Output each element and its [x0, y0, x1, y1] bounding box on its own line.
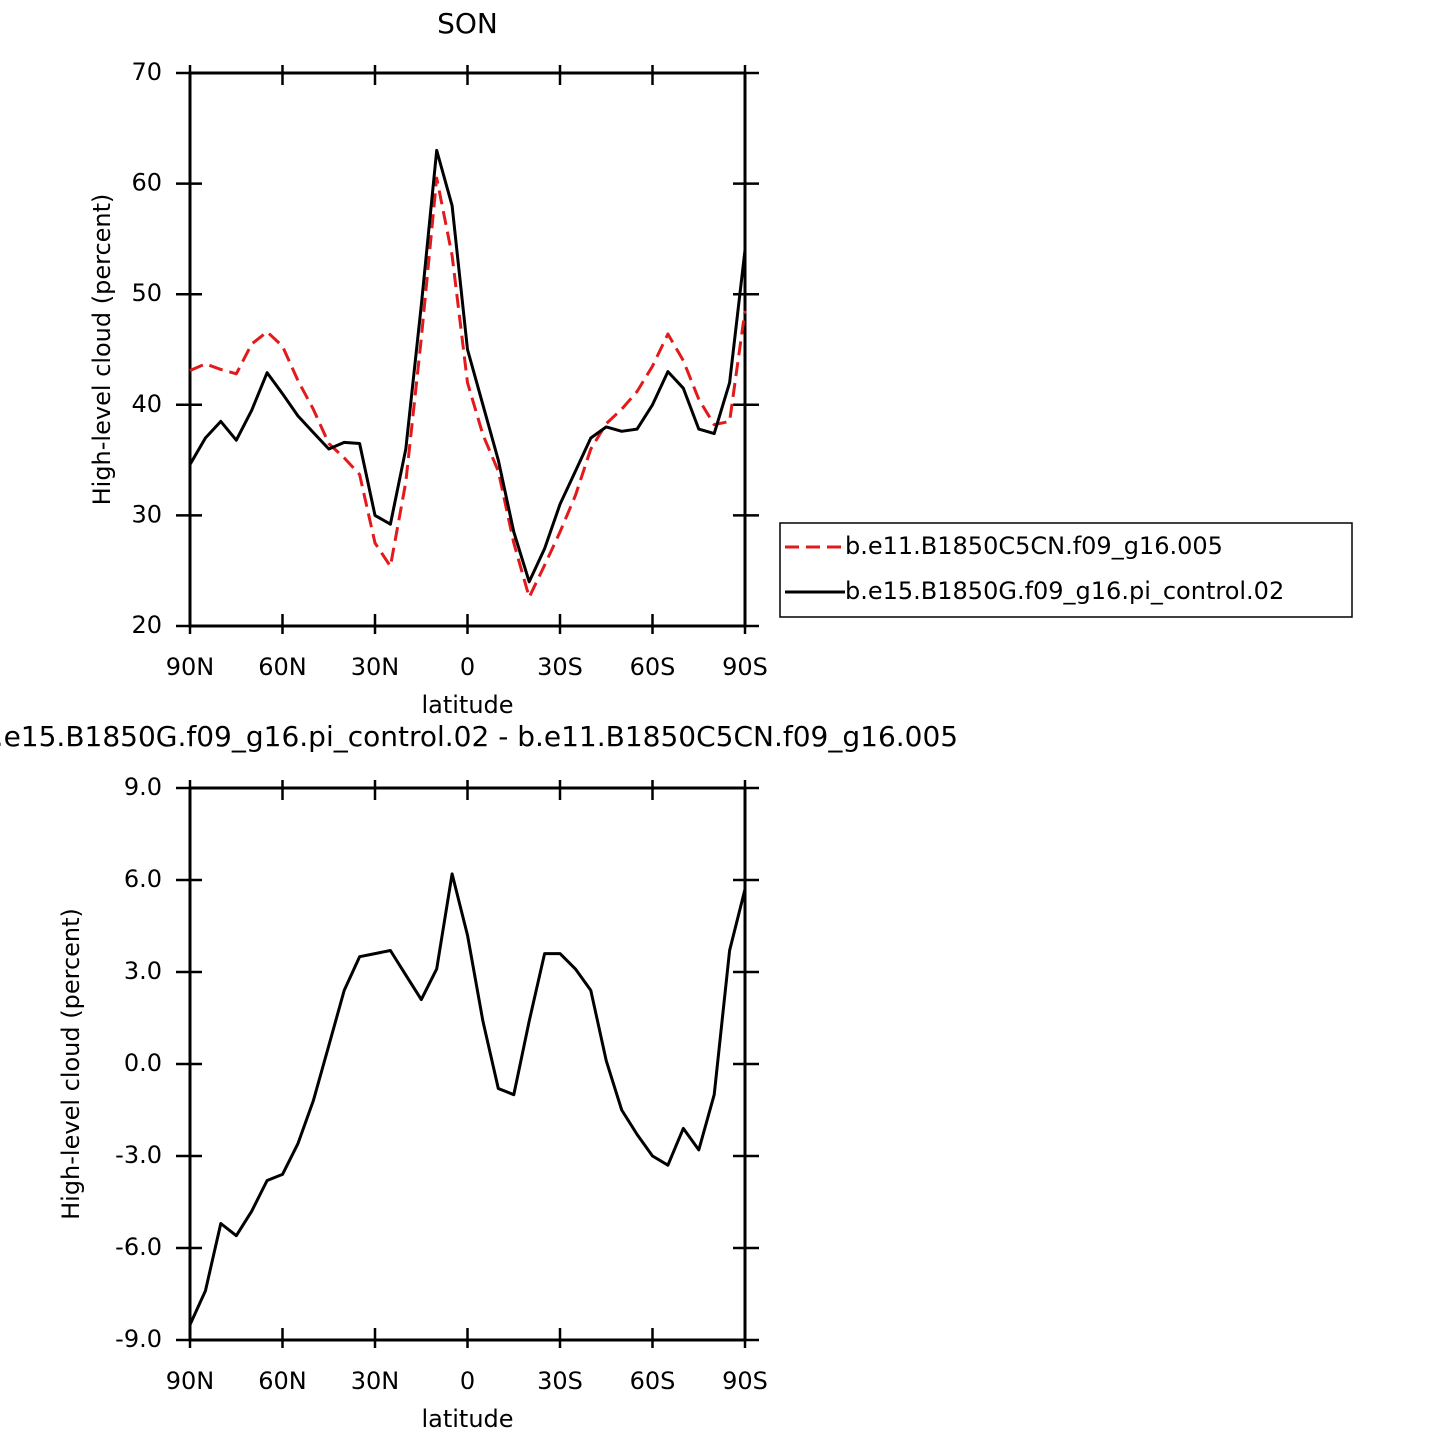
x-tick-label: 30N: [351, 653, 400, 681]
x-tick-label: 60S: [630, 653, 676, 681]
x-tick-label: 0: [460, 1367, 475, 1395]
x-axis-label: latitude: [421, 691, 513, 719]
x-tick-label: 30S: [537, 653, 583, 681]
y-tick-label: 3.0: [124, 957, 162, 985]
x-tick-label: 90N: [166, 653, 215, 681]
x-tick-label: 60S: [630, 1367, 676, 1395]
plot-frame: [188, 786, 747, 1342]
x-tick-label: 30N: [351, 1367, 400, 1395]
y-axis-label: High-level cloud (percent): [57, 908, 85, 1220]
y-tick-label: 9.0: [124, 773, 162, 801]
y-tick-label: 20: [131, 611, 162, 639]
y-tick-label: -6.0: [115, 1233, 162, 1261]
x-tick-label: 30S: [537, 1367, 583, 1395]
y-tick-label: -3.0: [115, 1141, 162, 1169]
x-tick-label: 90S: [722, 1367, 768, 1395]
y-tick-label: -9.0: [115, 1325, 162, 1353]
x-tick-label: 0: [460, 653, 475, 681]
legend-label: b.e11.B1850C5CN.f09_g16.005: [845, 532, 1223, 560]
x-axis-label: latitude: [421, 1405, 513, 1433]
series-line: [188, 872, 747, 1326]
y-tick-label: 0.0: [124, 1049, 162, 1077]
y-tick-label: 50: [131, 279, 162, 307]
series-line: [188, 148, 747, 584]
y-tick-label: 70: [131, 58, 162, 86]
x-tick-label: 60N: [258, 653, 307, 681]
y-axis-label: High-level cloud (percent): [88, 194, 116, 506]
chart-title: b.e15.B1850G.f09_g16.pi_control.02 - b.e…: [0, 720, 958, 753]
y-tick-label: 30: [131, 500, 162, 528]
y-tick-label: 40: [131, 390, 162, 418]
x-tick-label: 90N: [166, 1367, 215, 1395]
series-line: [189, 176, 747, 599]
y-tick-label: 60: [131, 169, 162, 197]
x-tick-label: 60N: [258, 1367, 307, 1395]
legend-box: [779, 522, 1353, 618]
x-tick-label: 90S: [722, 653, 768, 681]
chart-title: SON: [437, 7, 498, 40]
y-tick-label: 6.0: [124, 865, 162, 893]
legend-label: b.e15.B1850G.f09_g16.pi_control.02: [845, 577, 1284, 605]
